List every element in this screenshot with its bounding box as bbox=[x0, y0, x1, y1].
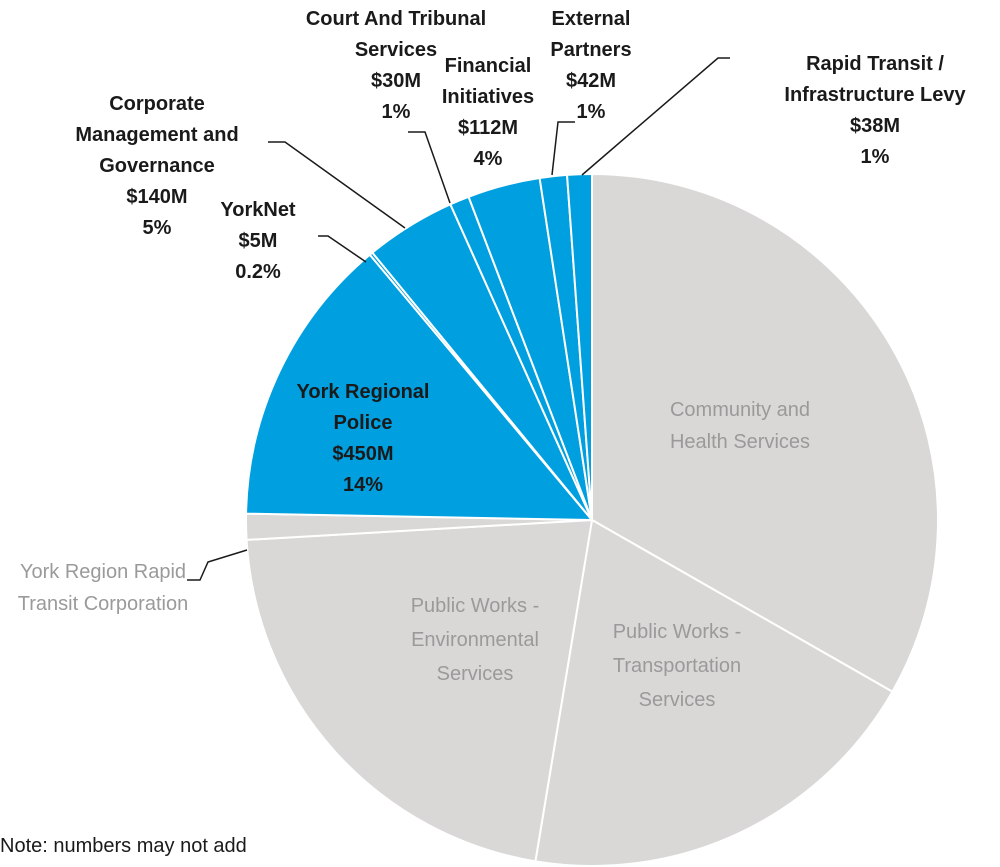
slice-label-line: Partners bbox=[550, 39, 631, 61]
slice-label-line: 0.2% bbox=[235, 261, 281, 283]
slice-label-line: Services bbox=[437, 663, 514, 685]
pie-slice-york-regional-police bbox=[245, 253, 595, 522]
slice-label-line: Police bbox=[334, 412, 393, 434]
footnote: Note: numbers may not add bbox=[0, 835, 247, 857]
slice-label-line: 5% bbox=[143, 217, 172, 239]
slice-label-york-regional-police: York Regional Police $450M 14% bbox=[297, 381, 430, 496]
slice-label-line: 4% bbox=[474, 148, 503, 170]
slice-label-line: York Region Rapid bbox=[20, 561, 186, 583]
slice-label-line: Transit Corporation bbox=[18, 593, 188, 615]
slice-label-line: Community and bbox=[670, 399, 810, 421]
slice-label-financial-initiatives: Financial Initiatives $112M 4% bbox=[442, 55, 534, 170]
slice-label-public-works-environmental-services: Public Works - Environmental Services bbox=[411, 595, 540, 685]
slice-label-line: Financial bbox=[445, 55, 532, 77]
leader-line-york-region-rapid-transit-corporation bbox=[187, 549, 248, 581]
slice-label-line: 1% bbox=[861, 146, 890, 168]
slice-label-line: $42M bbox=[566, 70, 616, 92]
leader-lines bbox=[187, 57, 730, 581]
slice-label-line: $5M bbox=[239, 230, 278, 252]
slice-label-line: $140M bbox=[126, 186, 187, 208]
slice-label-rapid-transit-infrastructure-levy: Rapid Transit / Infrastructure Levy $38M 1% bbox=[784, 53, 966, 168]
slice-label-community-and-health-services: Community and Health Services bbox=[670, 399, 810, 453]
slice-label-line: Public Works - bbox=[613, 621, 742, 643]
slice-label-line: 1% bbox=[577, 101, 606, 123]
pie-slice-community-and-health-services bbox=[591, 172, 939, 694]
slice-label-line: Transportation bbox=[613, 655, 741, 677]
leader-line-external-partners bbox=[551, 121, 575, 176]
slice-label-line: Initiatives bbox=[442, 86, 534, 108]
slice-label-line: $30M bbox=[371, 70, 421, 92]
slice-label-public-works-transportation-services: Public Works - Transportation Services bbox=[613, 621, 742, 711]
slice-label-line: Services bbox=[639, 689, 716, 711]
slice-label-line: Health Services bbox=[670, 431, 810, 453]
slice-label-line: $112M bbox=[458, 117, 518, 139]
slice-label-line: 1% bbox=[382, 101, 411, 123]
slice-label-line: Public Works - bbox=[411, 595, 540, 617]
slice-label-line: Environmental bbox=[411, 629, 539, 651]
slice-label-line: $38M bbox=[850, 115, 900, 137]
leader-line-yorknet bbox=[318, 235, 367, 263]
slice-label-external-partners: External Partners $42M 1% bbox=[550, 8, 631, 123]
pie-slice-public-works-environmental-services bbox=[245, 518, 594, 863]
pie-slices bbox=[245, 172, 939, 867]
leader-line-rapid-transit-infrastructure-levy bbox=[581, 57, 730, 176]
slice-label-line: Court And Tribunal bbox=[306, 8, 486, 30]
slice-label-york-region-rapid-transit-corporation: York Region Rapid Transit Corporation bbox=[18, 561, 188, 615]
slice-label-line: Infrastructure Levy bbox=[784, 84, 966, 106]
slice-label-line: 14% bbox=[343, 474, 383, 496]
slice-label-yorknet: YorkNet $5M 0.2% bbox=[220, 199, 296, 283]
leader-line-court-and-tribunal-services bbox=[408, 131, 451, 204]
pie-slice-public-works-transportation-services bbox=[534, 518, 894, 867]
pie-slice-rapid-transit-infrastructure-levy bbox=[565, 172, 593, 521]
slice-label-line: Services bbox=[355, 39, 437, 61]
slice-label-line: Corporate bbox=[109, 93, 205, 115]
slice-label-court-and-tribunal-services: Court And Tribunal Services $30M 1% bbox=[306, 8, 486, 123]
slice-label-corporate-management-and-governance: Corporate Management and Governance $140M 5% bbox=[75, 93, 238, 239]
slice-label-line: Governance bbox=[99, 155, 215, 177]
slice-label-line: YorkNet bbox=[220, 199, 296, 221]
slice-label-line: York Regional bbox=[297, 381, 430, 403]
slice-label-line: $450M bbox=[332, 443, 393, 465]
slice-label-line: External bbox=[552, 8, 631, 30]
slice-label-line: Management and bbox=[75, 124, 238, 146]
slice-labels: Community and Health Services Public Works… bbox=[18, 8, 967, 711]
leader-line-corporate-management-and-governance bbox=[268, 141, 406, 229]
slice-label-line: Rapid Transit / bbox=[806, 53, 944, 75]
